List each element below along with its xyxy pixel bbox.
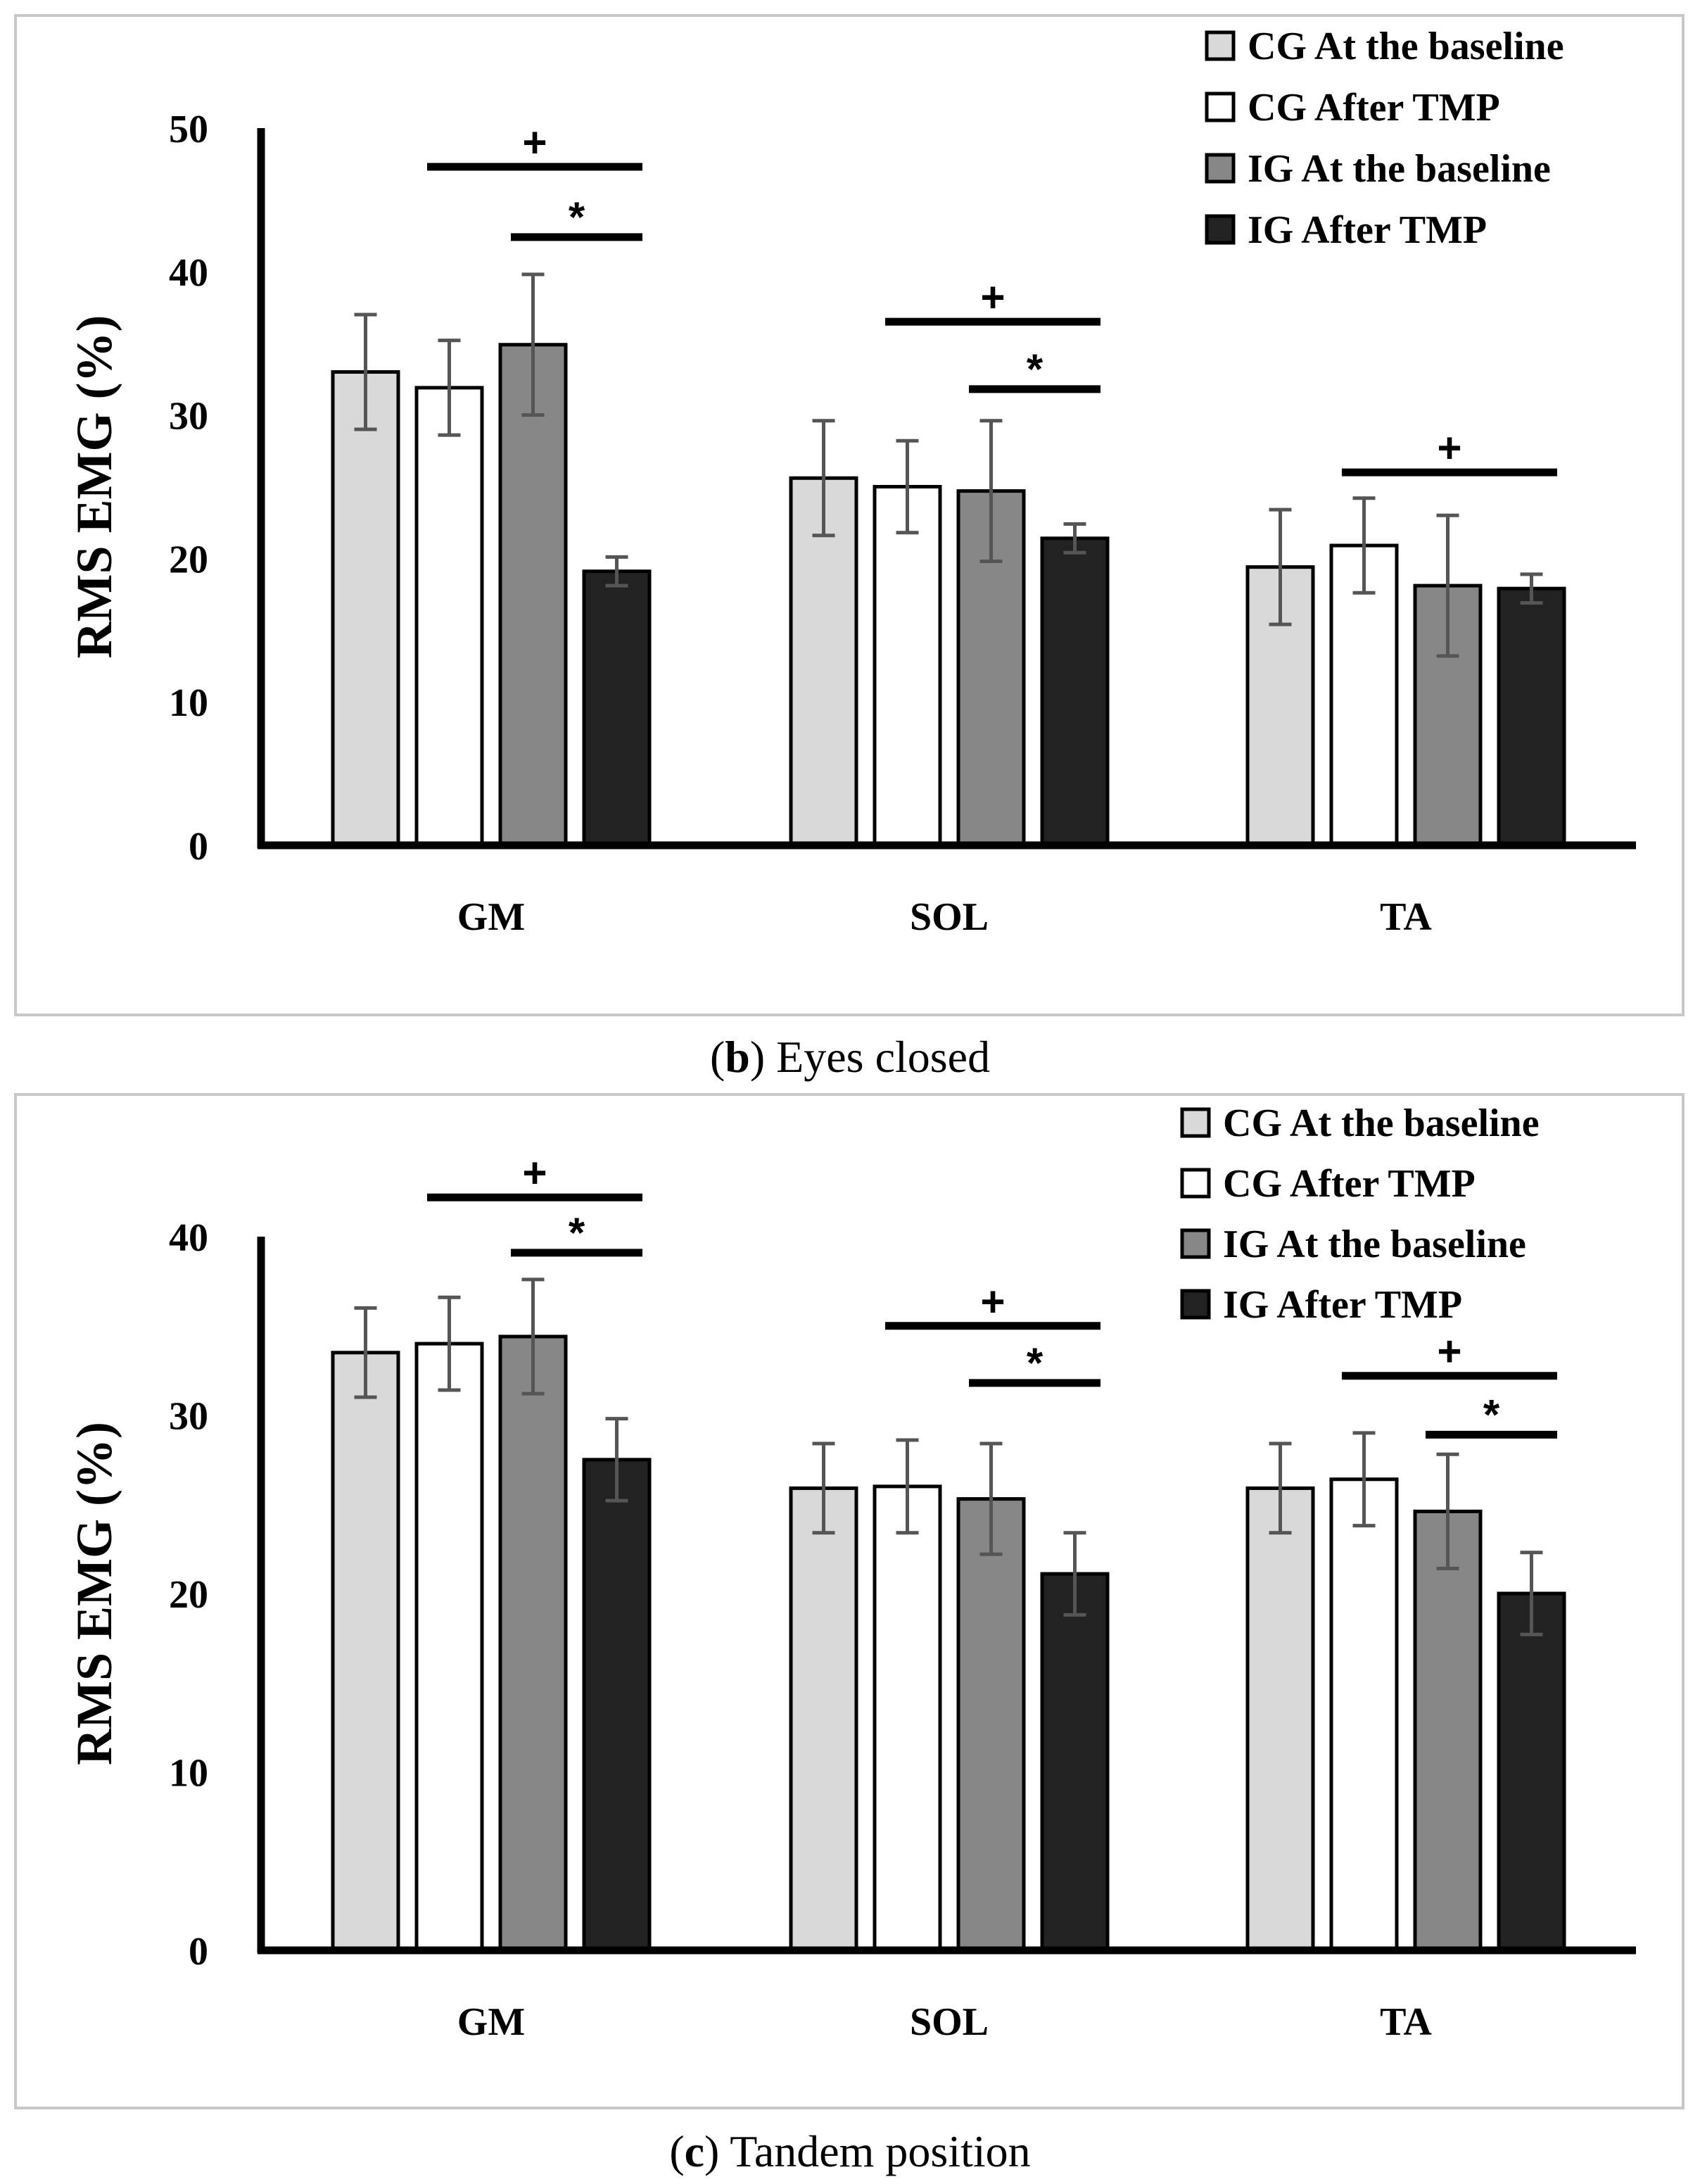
significance-marker: *: [569, 194, 585, 241]
bar: [1497, 1591, 1566, 1952]
x-tick-label: SOL: [910, 895, 989, 939]
bar: [582, 569, 652, 847]
bar: [789, 1486, 858, 1952]
significance-marker: +: [1437, 1328, 1461, 1375]
y-tick-label: 10: [169, 681, 208, 725]
bar: [1329, 1477, 1399, 1952]
x-tick-label: TA: [1380, 895, 1432, 939]
x-tick-label: GM: [457, 2000, 525, 2044]
x-tick-label: TA: [1380, 2000, 1432, 2044]
legend-label: CG After TMP: [1248, 86, 1500, 130]
bar: [873, 1484, 942, 1952]
legend-label: IG At the baseline: [1223, 1223, 1526, 1266]
x-tick-label: SOL: [910, 2000, 989, 2044]
y-axis-title: RMS EMG (%): [66, 1422, 122, 1765]
bar: [498, 1334, 568, 1952]
legend-swatch: [1180, 1107, 1211, 1138]
y-tick-label: 10: [169, 1752, 208, 1795]
panel-frame: [14, 1093, 1685, 2109]
bar: [1040, 1572, 1110, 1952]
significance-marker: +: [980, 274, 1005, 321]
legend-swatch: [1180, 1228, 1211, 1259]
bar: [414, 386, 484, 847]
significance-marker: +: [522, 119, 547, 166]
legend-label: CG At the baseline: [1248, 25, 1564, 68]
y-tick-label: 20: [169, 538, 208, 581]
significance-marker: *: [1027, 346, 1044, 393]
caption-panel-c: (c) Tandem position: [669, 2126, 1031, 2176]
y-tick-label: 50: [169, 108, 208, 151]
legend-swatch: [1205, 153, 1236, 184]
significance-marker: *: [569, 1209, 585, 1256]
bar: [789, 476, 858, 847]
y-tick-label: 40: [169, 251, 208, 295]
legend-swatch: [1180, 1289, 1211, 1320]
bar: [873, 485, 942, 847]
y-tick-label: 0: [189, 825, 208, 869]
legend-label: IG After TMP: [1248, 208, 1487, 252]
bar: [582, 1458, 652, 1952]
y-tick-label: 40: [169, 1216, 208, 1260]
bar: [498, 343, 568, 847]
bar: [1245, 1486, 1315, 1952]
bar: [331, 1351, 400, 1952]
legend-swatch: [1205, 91, 1236, 122]
significance-marker: +: [980, 1278, 1005, 1325]
legend-label: CG At the baseline: [1223, 1102, 1540, 1145]
caption-text: Eyes closed: [776, 1032, 991, 1082]
significance-marker: *: [1483, 1391, 1500, 1438]
significance-marker: +: [1437, 424, 1461, 472]
legend-swatch: [1205, 214, 1236, 245]
x-tick-label: GM: [457, 895, 525, 939]
chart-panel-c: 0 10 20 30 40 RMS EMG (%) GM SOL TA + * + * + * CG At t…: [14, 1093, 1685, 2109]
y-axis-title: RMS EMG (%): [66, 315, 122, 659]
bar: [331, 370, 400, 847]
y-tick-label: 30: [169, 1395, 208, 1439]
chart-panel-b: 0 10 20 30 40 50 RMS EMG (%) GM SOL TA + * + * + CG At …: [14, 14, 1685, 1016]
caption-panel-b: (b) Eyes closed: [709, 1032, 991, 1082]
caption-letter: b: [725, 1032, 750, 1082]
y-tick-label: 30: [169, 395, 208, 438]
caption-letter: c: [684, 2126, 705, 2176]
bar: [1040, 536, 1110, 847]
bar: [414, 1342, 484, 1952]
legend-label: CG After TMP: [1223, 1162, 1476, 1206]
caption-text: Tandem position: [730, 2126, 1031, 2176]
legend-swatch: [1205, 30, 1236, 61]
significance-marker: *: [1027, 1339, 1044, 1387]
legend-label: IG At the baseline: [1248, 147, 1551, 191]
y-tick-label: 20: [169, 1573, 208, 1617]
significance-marker: +: [522, 1149, 547, 1197]
legend-label: IG After TMP: [1223, 1283, 1462, 1327]
bar: [1413, 1509, 1483, 1952]
bar: [1497, 586, 1566, 847]
y-tick-label: 0: [189, 1930, 208, 1974]
bar: [956, 1497, 1026, 1952]
legend-swatch: [1180, 1168, 1211, 1199]
panel-frame: [14, 14, 1685, 1016]
